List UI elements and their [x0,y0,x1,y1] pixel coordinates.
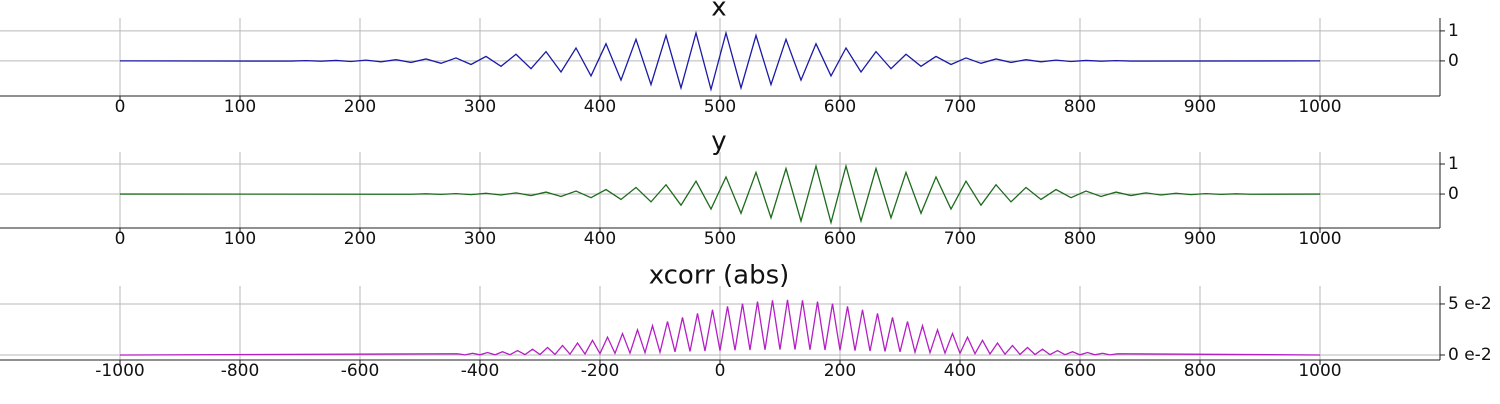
x-tick-label: -200 [581,361,620,381]
x-tick-label: -400 [461,361,500,381]
panel-title: x [711,0,726,23]
x-tick-label: 400 [584,97,616,117]
x-tick-label: 600 [1064,361,1096,381]
x-tick-label: 200 [344,97,376,117]
x-tick-label: 100 [224,229,256,249]
x-tick-label: 300 [464,97,496,117]
x-tick-label: 200 [344,229,376,249]
x-tick-label: -600 [341,361,380,381]
y-tick-label: 1 [1448,154,1459,174]
x-tick-label: 1000 [1298,97,1341,117]
signal-line [119,163,1321,226]
x-tick-label: 1000 [1298,229,1341,249]
x-tick-label: 900 [1184,97,1216,117]
x-tick-label: 800 [1064,97,1096,117]
x-tick-label: 600 [824,97,856,117]
x-tick-label: -800 [221,361,260,381]
x-tick-label: 200 [824,361,856,381]
x-tick-label: 500 [704,97,736,117]
x-tick-label: 400 [584,229,616,249]
panel-title: y [711,127,726,157]
x-tick-label: 0 [715,361,726,381]
y-tick-label: 1 [1448,21,1459,41]
x-tick-label: 800 [1064,229,1096,249]
x-tick-label: 500 [704,229,736,249]
x-tick-label: 1000 [1298,361,1341,381]
x-tick-label: 0 [115,97,126,117]
y-tick-label: 5 e-2 [1448,294,1492,314]
x-tick-label: 900 [1184,229,1216,249]
x-tick-label: 300 [464,229,496,249]
x-tick-label: 800 [1184,361,1216,381]
signal-line [119,30,1321,92]
x-tick-label: 600 [824,229,856,249]
x-tick-label: 700 [944,97,976,117]
signal-line [119,299,1321,356]
x-tick-label: 700 [944,229,976,249]
x-tick-label: 400 [944,361,976,381]
panel-title: xcorr (abs) [649,261,790,291]
x-tick-label: -1000 [95,361,144,381]
y-tick-label: 0 [1448,184,1459,204]
y-tick-label: 0 e-2 [1448,345,1492,365]
y-tick-label: 0 [1448,51,1459,71]
x-tick-label: 100 [224,97,256,117]
x-tick-label: 0 [115,229,126,249]
